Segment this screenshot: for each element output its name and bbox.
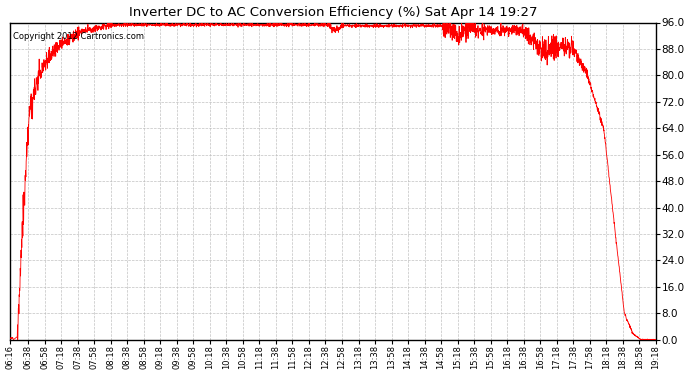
Text: Copyright 2012 Cartronics.com: Copyright 2012 Cartronics.com <box>13 32 144 41</box>
Title: Inverter DC to AC Conversion Efficiency (%) Sat Apr 14 19:27: Inverter DC to AC Conversion Efficiency … <box>128 6 537 18</box>
